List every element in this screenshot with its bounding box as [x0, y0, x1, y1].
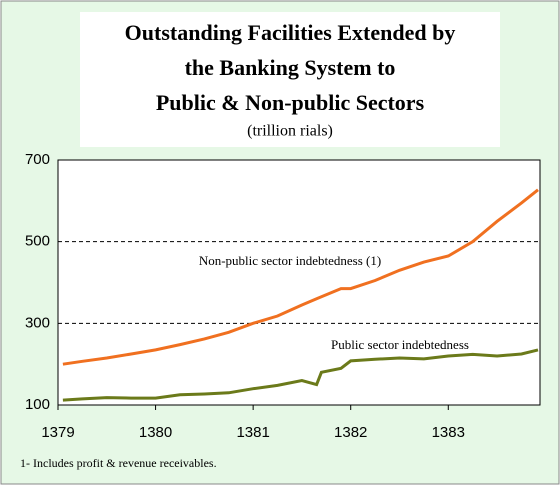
y-tick-label: 100	[25, 396, 50, 413]
footnote: 1- Includes profit & revenue receivables…	[20, 456, 217, 470]
title-box	[80, 12, 500, 147]
plot-area	[57, 159, 541, 406]
y-tick-label: 700	[25, 151, 50, 168]
x-tick-label: 1382	[334, 424, 367, 441]
series-label: Public sector indebtedness	[331, 337, 469, 352]
y-tick-label: 300	[25, 314, 50, 331]
series-line	[62, 348, 539, 402]
chart-subtitle: (trillion rials)	[247, 123, 333, 140]
series-line	[62, 188, 539, 366]
x-tick-label: 1383	[432, 424, 465, 441]
chart-title: Public & Non-public Sectors	[156, 90, 425, 115]
chart-title: the Banking System to	[185, 55, 396, 80]
chart-title: Outstanding Facilities Extended by	[125, 20, 456, 45]
y-tick-label: 500	[25, 233, 50, 250]
x-tick-label: 1380	[139, 424, 172, 441]
x-tick-label: 1381	[236, 424, 269, 441]
x-tick-label: 1379	[41, 424, 74, 441]
series-label: Non-public sector indebtedness (1)	[199, 253, 381, 268]
